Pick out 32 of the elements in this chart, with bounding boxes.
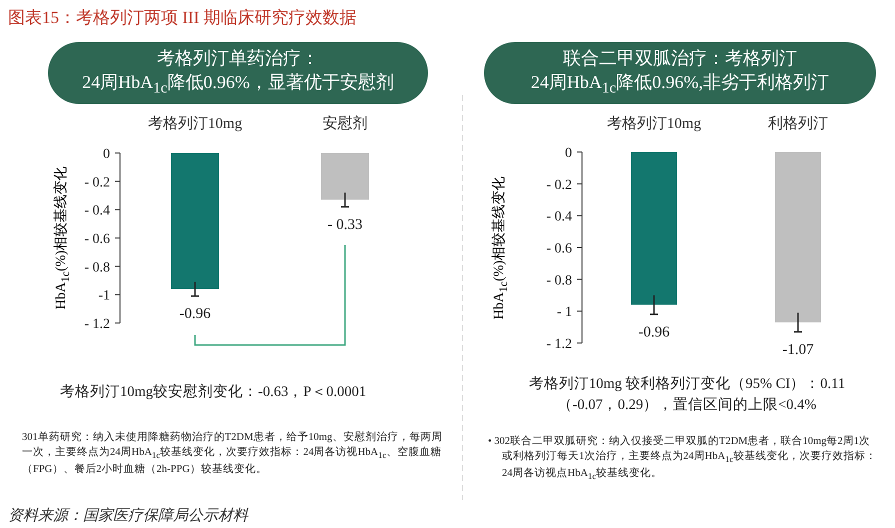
y-tick-label: - 0.4 (84, 204, 110, 219)
text: 图表15：考格列汀两项 III 期临床研究疗效数据 (8, 7, 358, 29)
y-tick-label: - 0.6 (546, 242, 572, 256)
y-tick-label: -1 (98, 288, 110, 304)
chart-title: 考格列汀单药治疗： (156, 48, 319, 68)
x-tick-label: 利格列汀 (768, 115, 828, 132)
text: 考格列汀10mg较安慰剂变化：-0.63，P＜0.0001 (60, 382, 368, 402)
x-tick-label: 考格列汀10mg (148, 115, 243, 132)
y-tick-label: - 0.4 (546, 210, 572, 225)
x-tick-label: 安慰剂 (322, 115, 368, 132)
data-label: -0.96 (638, 324, 670, 340)
y-tick-label: - 0.2 (546, 178, 572, 193)
y-tick-label: - 0.8 (546, 273, 572, 288)
y-tick-label: - 1.2 (84, 317, 110, 332)
y-tick-label: 0 (103, 147, 110, 162)
text: 资料来源：国家医疗保障局公示材料 (8, 506, 250, 526)
text: • 302联合二甲双胍研究：纳入仅接受二甲双胍的T2DM患者，联合10mg每2周1次或利格列汀每天1次治疗，主要终点为24周HbA$_{1c}$较基线变化，次要疗效指标：24周各访视点HbA$_{1c}$较基线变化。 (488, 436, 876, 482)
chart-subtitle: 24周HbA$_{1c}$降低0.96%,非劣于利格列汀 (530, 72, 830, 96)
chart-title: 联合二甲双胍治疗：考格列汀 (562, 48, 797, 68)
chart-subtitle: 24周HbA$_{1c}$降低0.96%，显著优于安慰剂 (82, 72, 394, 96)
data-label: -1.07 (782, 342, 814, 358)
y-tick-label: - 1 (556, 305, 572, 320)
y-tick-label: - 0.8 (84, 260, 110, 276)
x-tick-label: 考格列汀10mg (606, 115, 702, 132)
y-tick-label: 0 (565, 146, 572, 161)
data-label: - 0.33 (328, 216, 362, 233)
y-tick-label: - 0.6 (84, 232, 110, 247)
text: 考格列汀10mg 较利格列汀变化（95% CI）：0.11（-0.07，0.29），置信区间的上限<0.4% (528, 374, 846, 416)
y-tick-label: - 0.2 (84, 175, 110, 190)
text: 301单药研究：纳入未使用降糖药物治疗的T2DM患者，给予10mg、安慰剂治疗，每两周一次，主要终点为24周HbA$_{1c}$较基线变化，次要疗效指标：24周各访视HbA$_{1c}$、空腹血糖（FPG）、餐后2小时血糖（2h-PPG）较基线变化。 (22, 432, 442, 475)
data-label: -0.96 (179, 306, 212, 322)
y-tick-label: - 1.2 (546, 337, 572, 352)
